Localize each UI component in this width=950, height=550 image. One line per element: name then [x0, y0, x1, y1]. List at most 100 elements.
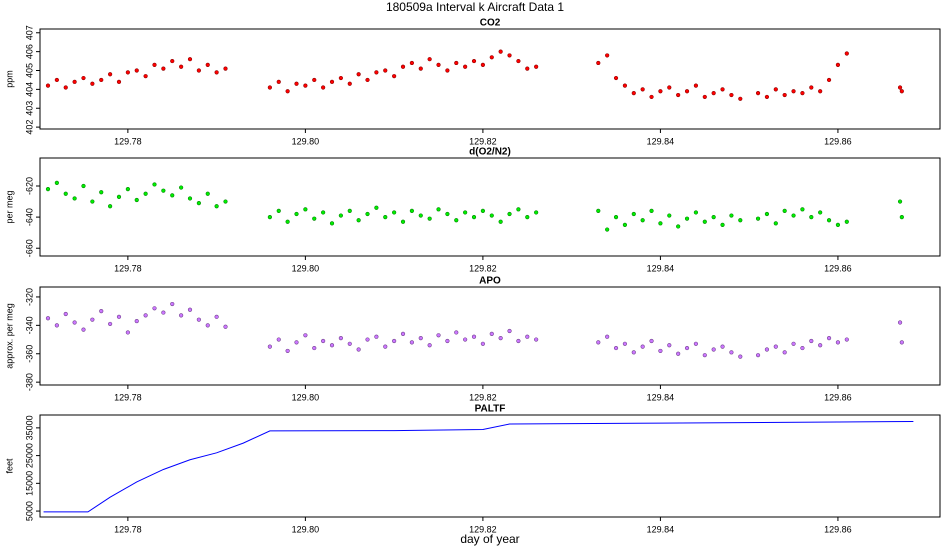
- data-point: [809, 215, 814, 220]
- data-point: [596, 340, 601, 345]
- data-point: [400, 219, 406, 224]
- data-point: [116, 194, 122, 199]
- y-tick-label: -320: [24, 288, 34, 306]
- data-point: [108, 72, 113, 77]
- data-point: [321, 85, 326, 90]
- data-point: [676, 224, 681, 229]
- data-point: [534, 64, 539, 69]
- data-point: [631, 211, 636, 217]
- data-point: [498, 219, 503, 224]
- data-point: [187, 307, 193, 312]
- data-point: [605, 53, 610, 58]
- data-point: [134, 68, 139, 73]
- data-point: [276, 208, 281, 213]
- data-point: [471, 215, 477, 220]
- data-point: [596, 208, 601, 213]
- data-point: [63, 191, 68, 196]
- data-point: [738, 218, 743, 223]
- y-axis-label: per meg: [4, 190, 14, 223]
- x-tick-label: 129.86: [824, 392, 852, 402]
- data-point: [312, 77, 317, 83]
- data-point: [108, 321, 113, 327]
- data-point: [844, 337, 849, 342]
- data-point: [214, 204, 219, 209]
- x-tick-label: 129.80: [292, 136, 320, 146]
- data-point: [196, 68, 201, 73]
- data-point: [436, 333, 441, 338]
- data-point: [738, 354, 743, 359]
- data-point: [418, 213, 423, 218]
- data-point: [436, 207, 441, 212]
- data-point: [507, 53, 512, 58]
- data-point: [303, 83, 308, 88]
- data-point: [534, 210, 539, 215]
- page-title: 180509a Interval k Aircraft Data 1: [386, 0, 564, 14]
- data-point: [507, 211, 512, 217]
- data-point: [445, 211, 450, 217]
- x-tick-label: 129.80: [292, 392, 320, 402]
- data-point: [720, 87, 725, 92]
- data-point: [134, 318, 139, 324]
- data-point: [897, 85, 903, 90]
- data-point: [640, 87, 645, 92]
- data-point: [729, 213, 734, 218]
- data-point: [516, 207, 521, 212]
- data-point: [782, 208, 787, 213]
- data-point: [773, 87, 778, 92]
- data-point: [187, 196, 193, 201]
- data-point: [445, 68, 450, 73]
- data-point: [267, 85, 272, 90]
- y-tick-label: -660: [24, 239, 34, 257]
- data-point: [445, 338, 450, 344]
- data-point: [899, 89, 904, 94]
- data-point: [755, 216, 761, 221]
- data-point: [143, 191, 148, 196]
- data-point: [782, 350, 787, 355]
- data-point: [99, 190, 104, 195]
- data-point: [800, 91, 805, 96]
- data-point: [711, 91, 716, 96]
- data-point: [374, 70, 379, 75]
- x-tick-label: 129.78: [114, 263, 142, 273]
- data-point: [134, 197, 139, 203]
- plot-frame: [39, 414, 941, 518]
- data-point: [312, 216, 317, 221]
- y-tick-label: 403: [24, 101, 34, 116]
- data-point: [525, 334, 530, 339]
- data-point: [899, 340, 904, 345]
- data-point: [329, 79, 335, 84]
- data-point: [356, 218, 361, 223]
- data-point: [427, 57, 432, 62]
- data-point: [143, 74, 148, 79]
- data-point: [329, 221, 335, 226]
- data-point: [631, 91, 636, 96]
- data-point: [108, 204, 113, 209]
- data-point: [187, 57, 193, 62]
- data-point: [179, 64, 184, 69]
- data-point: [45, 316, 51, 321]
- data-point: [658, 221, 663, 226]
- data-point: [489, 55, 494, 60]
- data-point: [267, 344, 272, 349]
- data-point: [116, 314, 122, 319]
- data-point: [285, 348, 290, 354]
- data-point: [338, 213, 343, 218]
- x-tick-label: 129.78: [114, 136, 142, 146]
- data-point: [365, 77, 370, 83]
- data-point: [294, 211, 299, 217]
- data-point: [791, 213, 796, 218]
- data-point: [392, 210, 397, 215]
- data-point: [649, 208, 654, 213]
- data-point: [338, 336, 343, 341]
- data-point: [899, 215, 904, 220]
- data-point: [826, 336, 832, 341]
- data-point: [480, 62, 485, 67]
- data-point: [81, 183, 86, 189]
- data-point: [125, 70, 130, 75]
- data-point: [463, 210, 468, 215]
- data-point: [383, 344, 388, 349]
- data-point: [214, 70, 219, 75]
- data-point: [45, 83, 51, 88]
